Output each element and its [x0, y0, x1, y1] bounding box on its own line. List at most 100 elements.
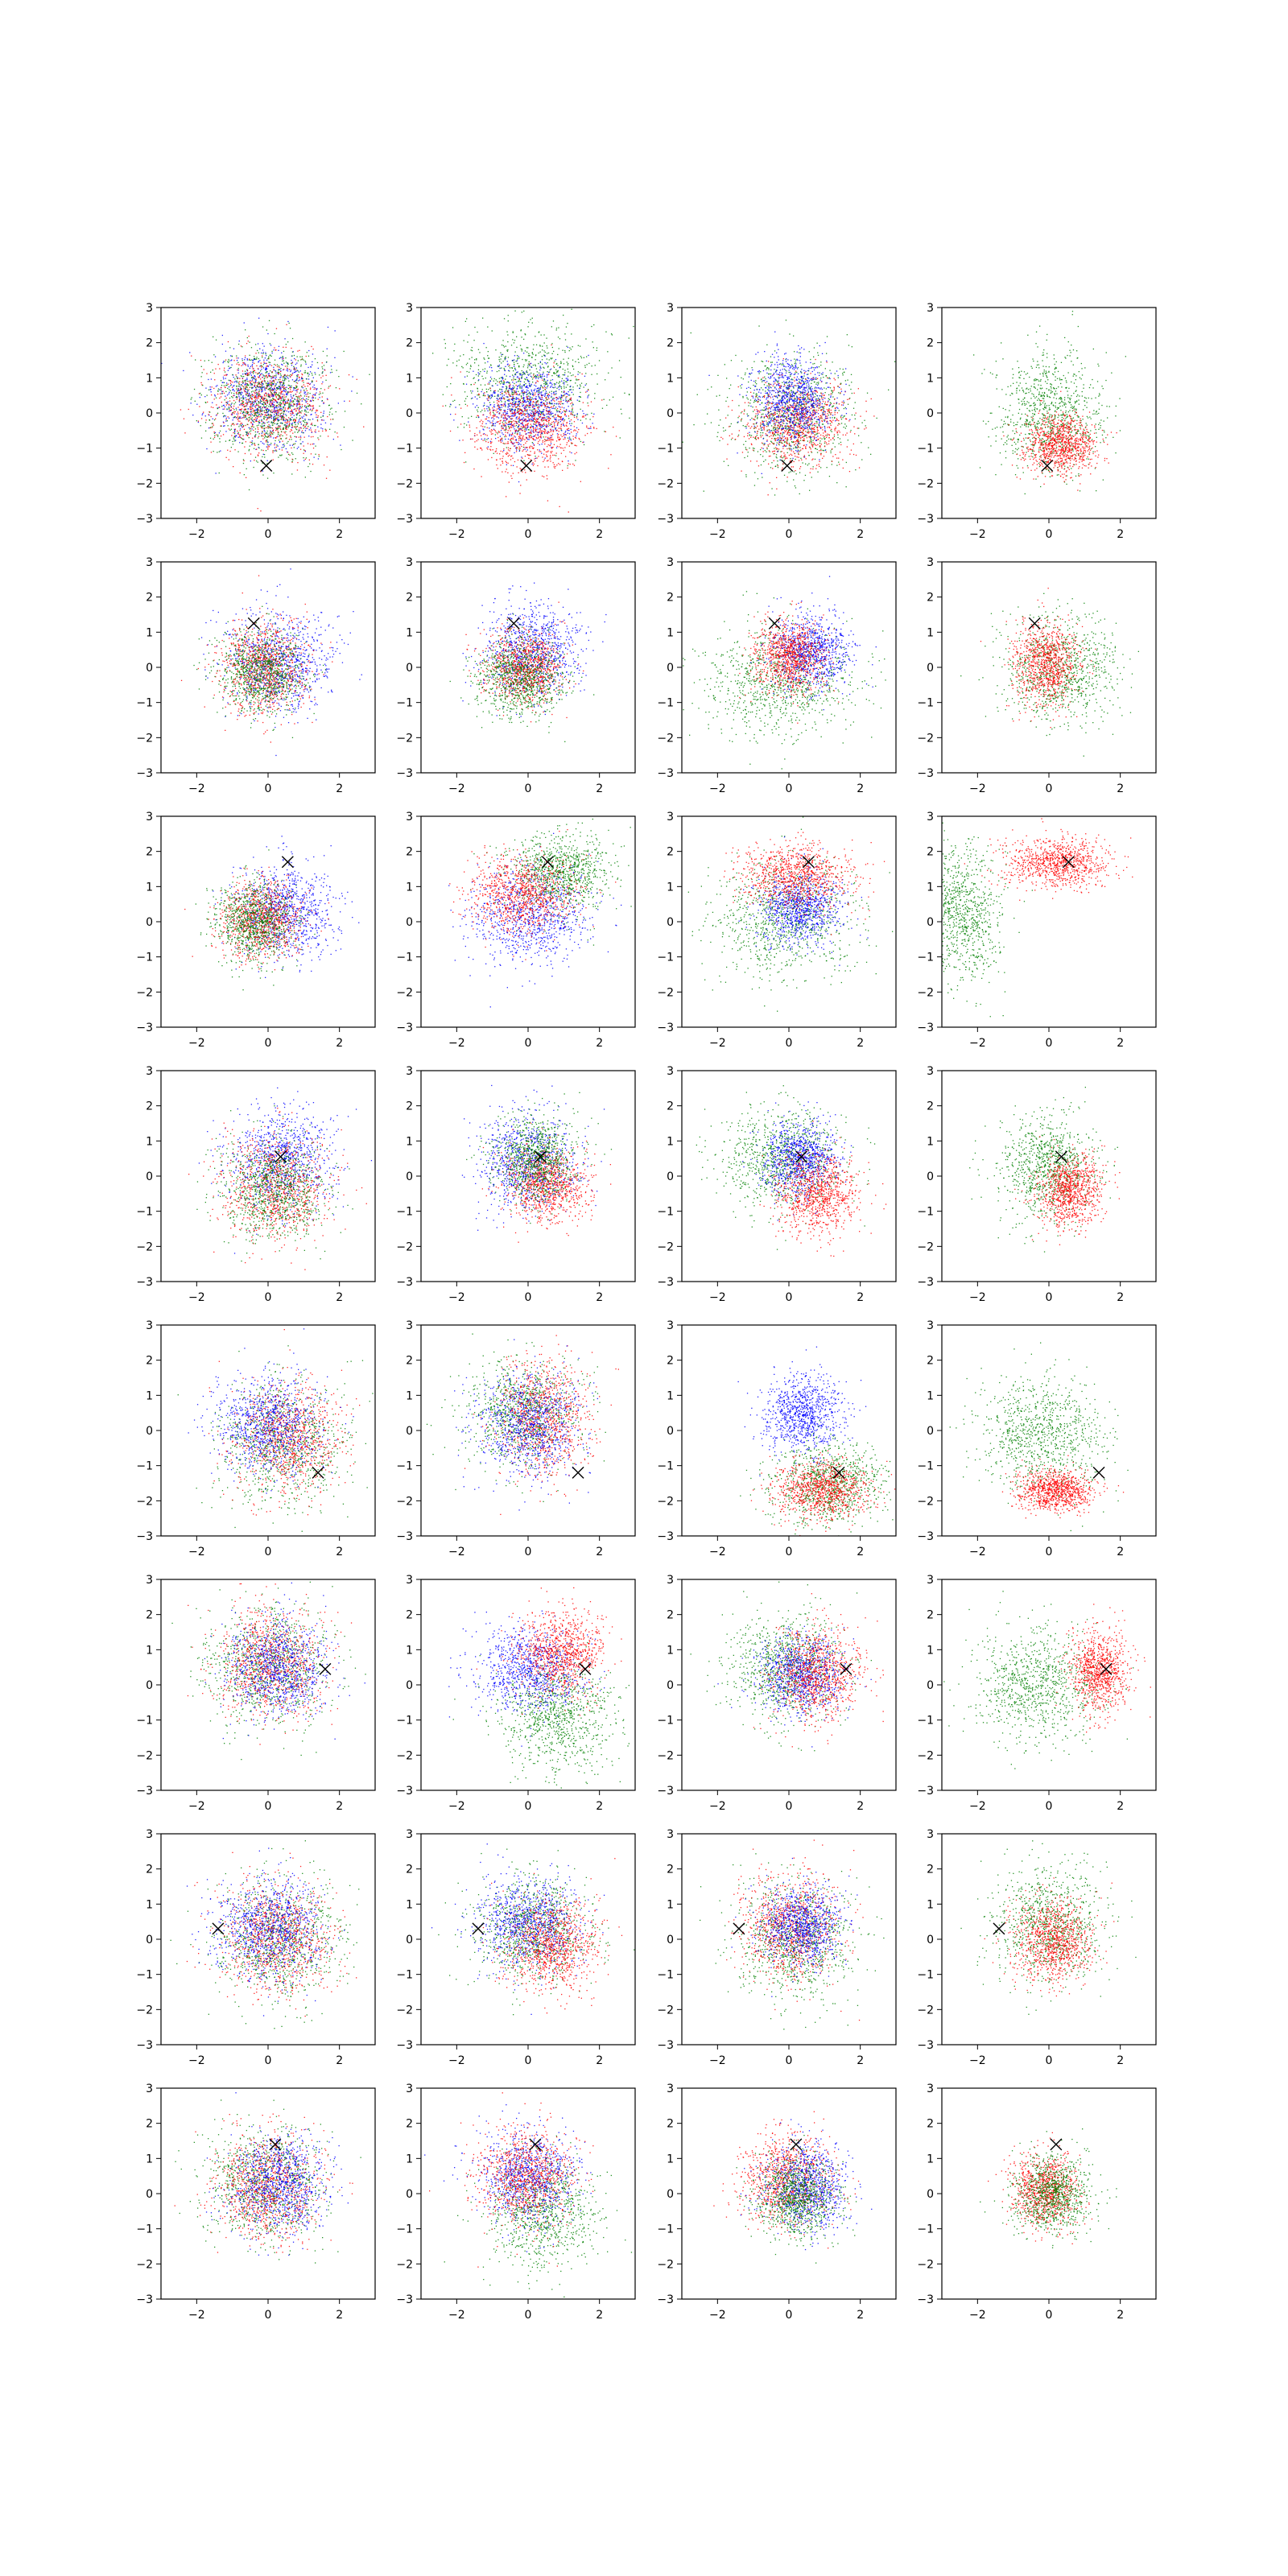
data-point — [271, 365, 272, 366]
data-point — [530, 435, 531, 436]
data-point — [492, 407, 493, 408]
data-point — [545, 458, 546, 459]
data-point — [322, 366, 323, 367]
data-point — [230, 405, 231, 406]
data-point — [478, 407, 479, 408]
data-point — [559, 366, 560, 367]
data-point — [547, 365, 548, 366]
data-point — [285, 432, 286, 433]
data-point — [504, 391, 505, 392]
data-point — [242, 417, 243, 418]
data-point — [540, 374, 541, 375]
data-point — [292, 352, 293, 353]
data-point — [561, 381, 562, 382]
data-point — [319, 374, 320, 375]
data-point — [208, 360, 209, 361]
y-tick-label: −2 — [136, 477, 153, 490]
data-point — [523, 397, 524, 398]
data-point — [267, 448, 268, 449]
data-point — [247, 393, 248, 394]
data-point — [511, 404, 512, 405]
data-point — [544, 405, 545, 406]
data-point — [566, 393, 567, 394]
data-point — [239, 401, 240, 402]
data-point — [307, 378, 308, 379]
data-point — [297, 407, 298, 408]
data-point — [550, 460, 551, 461]
data-point — [509, 408, 510, 409]
data-point — [478, 415, 479, 416]
data-point — [329, 411, 330, 412]
data-point — [223, 362, 224, 363]
data-point — [291, 414, 292, 415]
data-point — [517, 355, 518, 356]
data-point — [519, 414, 520, 415]
data-point — [225, 391, 226, 392]
data-point — [230, 383, 231, 384]
data-point — [267, 426, 268, 427]
data-point — [285, 431, 286, 432]
data-point — [296, 406, 297, 407]
data-point — [306, 406, 307, 407]
data-point — [285, 387, 286, 388]
data-point — [514, 405, 515, 406]
data-point — [251, 413, 252, 414]
data-point — [224, 415, 225, 416]
data-point — [563, 400, 564, 401]
data-point — [546, 391, 547, 392]
data-point — [290, 391, 291, 392]
data-point — [584, 365, 585, 366]
data-point — [488, 438, 489, 439]
data-point — [500, 383, 501, 384]
data-point — [298, 389, 299, 390]
data-point — [490, 446, 491, 447]
data-point — [459, 360, 460, 361]
data-point — [606, 405, 607, 406]
data-point — [223, 377, 224, 378]
data-point — [507, 364, 508, 365]
data-point — [296, 362, 297, 363]
data-point — [245, 453, 246, 454]
data-point — [286, 387, 287, 388]
data-point — [267, 411, 268, 412]
data-point — [281, 438, 282, 439]
data-point — [310, 366, 311, 367]
data-point — [216, 435, 217, 436]
data-point — [487, 371, 488, 372]
data-point — [505, 401, 506, 402]
data-point — [542, 346, 543, 347]
data-point — [251, 428, 252, 429]
data-point — [257, 418, 258, 419]
data-point — [233, 400, 234, 401]
data-point — [253, 430, 254, 431]
data-point — [579, 438, 580, 439]
data-point — [296, 380, 297, 381]
data-point — [296, 401, 297, 402]
data-point — [539, 397, 540, 398]
data-point — [303, 415, 304, 416]
data-point — [286, 458, 287, 459]
data-point — [513, 392, 514, 393]
data-point — [571, 414, 572, 415]
data-point — [495, 383, 496, 384]
data-point — [229, 430, 230, 431]
data-point — [250, 371, 251, 372]
data-point — [262, 431, 263, 432]
data-point — [304, 372, 305, 373]
data-point — [212, 362, 213, 363]
data-point — [297, 448, 298, 449]
data-point — [311, 430, 312, 431]
data-point — [501, 409, 502, 410]
data-point — [547, 402, 548, 403]
data-point — [512, 400, 513, 401]
data-point — [494, 425, 495, 426]
data-point — [471, 393, 472, 394]
data-point — [555, 369, 556, 370]
data-point — [228, 370, 229, 371]
data-point — [267, 383, 268, 384]
data-point — [247, 390, 248, 391]
data-point — [541, 394, 542, 395]
data-point — [286, 415, 287, 416]
data-point — [562, 403, 563, 404]
data-point — [295, 458, 296, 459]
